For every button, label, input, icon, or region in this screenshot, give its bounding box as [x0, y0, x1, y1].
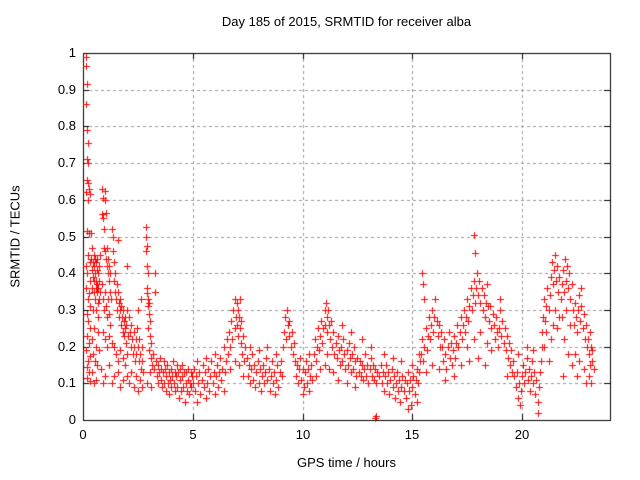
x-tick-label: 20 [514, 427, 530, 442]
y-tick-label: 1 [68, 45, 76, 60]
y-tick-label: 0.6 [57, 192, 76, 207]
x-axis-label: GPS time / hours [297, 455, 396, 470]
y-tick-label: 0.8 [57, 118, 76, 133]
x-tick-label: 5 [189, 427, 197, 442]
x-tick-label: 10 [295, 427, 311, 442]
y-tick-label: 0.9 [57, 82, 76, 97]
y-tick-label: 0.2 [57, 339, 76, 354]
y-tick-label: 0.1 [57, 375, 76, 390]
y-tick-label: 0.3 [57, 302, 76, 317]
y-tick-label: 0 [68, 412, 76, 427]
x-tick-label: 0 [79, 427, 87, 442]
x-tick-label: 15 [404, 427, 420, 442]
y-tick-label: 0.4 [57, 265, 76, 280]
y-tick-label: 0.7 [57, 155, 76, 170]
y-tick-label: 0.5 [57, 229, 76, 244]
chart-title: Day 185 of 2015, SRMTID for receiver alb… [221, 14, 472, 29]
